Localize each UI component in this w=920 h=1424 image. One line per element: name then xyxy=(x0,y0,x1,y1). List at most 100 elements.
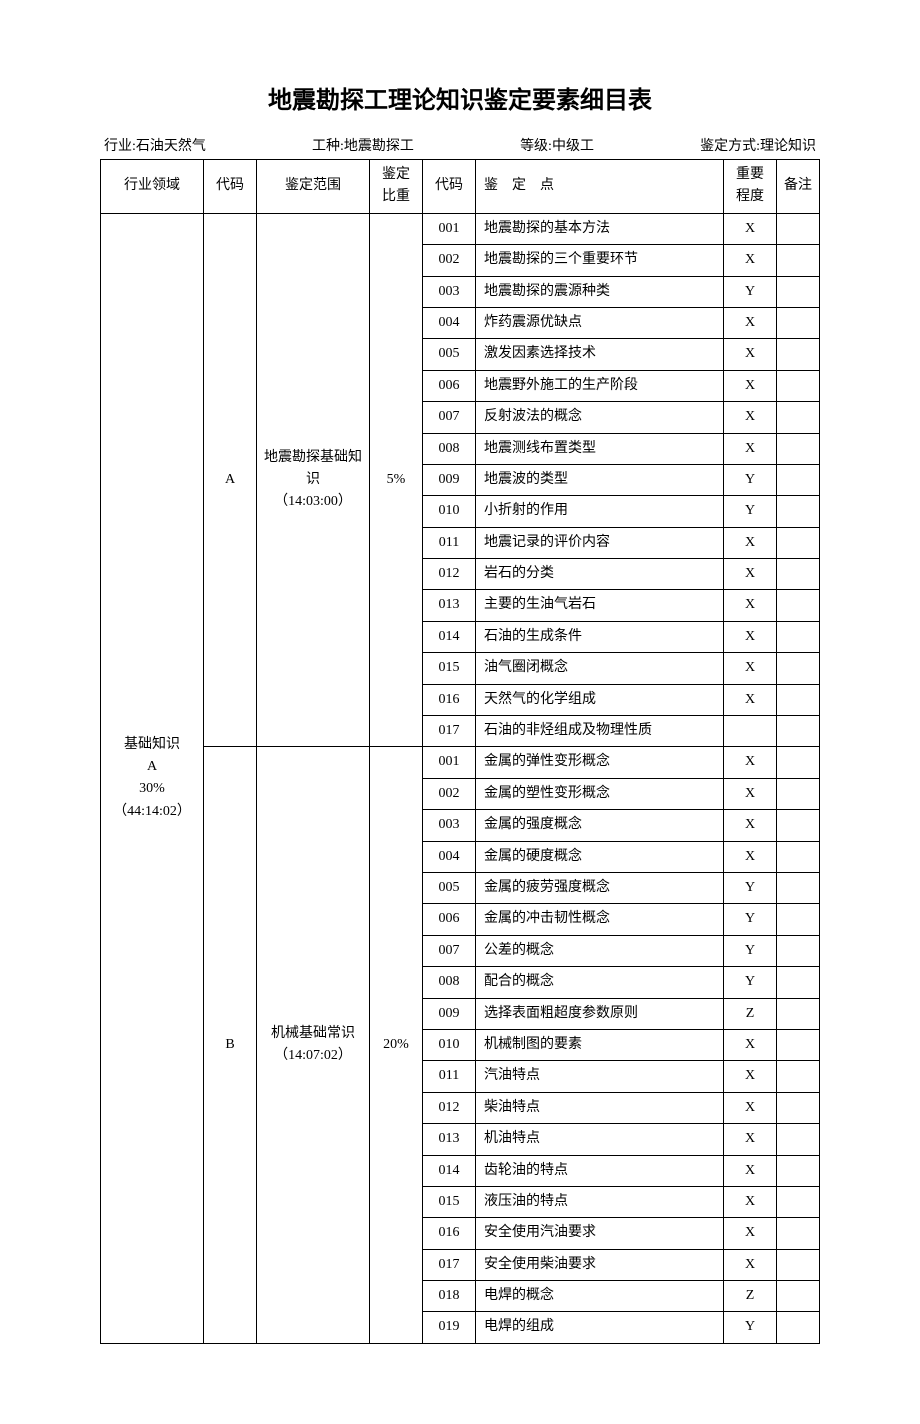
row-remark xyxy=(777,872,820,903)
row-level: X xyxy=(724,1124,777,1155)
row-remark xyxy=(777,810,820,841)
row-level: Z xyxy=(724,998,777,1029)
table-header-row: 行业领域 代码 鉴定范围 鉴定比重 代码 鉴 定 点 重要程度 备注 xyxy=(101,160,820,214)
row-level: Y xyxy=(724,967,777,998)
row-level: Y xyxy=(724,496,777,527)
row-remark xyxy=(777,213,820,244)
row-point: 金属的塑性变形概念 xyxy=(476,778,724,809)
row-remark xyxy=(777,402,820,433)
domain-line4: （44:14:02） xyxy=(107,801,197,823)
detail-table: 行业领域 代码 鉴定范围 鉴定比重 代码 鉴 定 点 重要程度 备注 基础知识A… xyxy=(100,159,820,1344)
row-level: Y xyxy=(724,276,777,307)
row-point: 机械制图的要素 xyxy=(476,1029,724,1060)
section-scope: 地震勘探基础知识（14:03:00） xyxy=(257,213,370,747)
row-remark xyxy=(777,527,820,558)
row-code: 005 xyxy=(423,339,476,370)
row-point: 安全使用汽油要求 xyxy=(476,1218,724,1249)
row-level: X xyxy=(724,810,777,841)
row-remark xyxy=(777,590,820,621)
row-point: 反射波法的概念 xyxy=(476,402,724,433)
row-point: 金属的硬度概念 xyxy=(476,841,724,872)
table-row: 基础知识A30%（44:14:02）A地震勘探基础知识（14:03:00）5%0… xyxy=(101,213,820,244)
row-remark xyxy=(777,307,820,338)
page-title: 地震勘探工理论知识鉴定要素细目表 xyxy=(100,80,820,115)
row-level xyxy=(724,716,777,747)
row-point: 岩石的分类 xyxy=(476,559,724,590)
domain-line3: 30% xyxy=(107,778,197,800)
section-scope: 机械基础常识（14:07:02） xyxy=(257,747,370,1343)
row-remark xyxy=(777,935,820,966)
row-remark xyxy=(777,464,820,495)
row-code: 016 xyxy=(423,1218,476,1249)
row-point: 油气圈闭概念 xyxy=(476,653,724,684)
row-code: 011 xyxy=(423,527,476,558)
row-point: 金属的冲击韧性概念 xyxy=(476,904,724,935)
row-code: 006 xyxy=(423,370,476,401)
row-remark xyxy=(777,1029,820,1060)
row-code: 009 xyxy=(423,464,476,495)
scope-line1: 地震勘探基础知识 xyxy=(263,447,363,492)
row-code: 017 xyxy=(423,1249,476,1280)
row-level: X xyxy=(724,559,777,590)
row-point: 金属的疲劳强度概念 xyxy=(476,872,724,903)
row-code: 006 xyxy=(423,904,476,935)
row-remark xyxy=(777,998,820,1029)
meta-mode: 鉴定方式:理论知识 xyxy=(700,135,816,155)
row-code: 002 xyxy=(423,778,476,809)
row-remark xyxy=(777,339,820,370)
row-code: 011 xyxy=(423,1061,476,1092)
row-code: 001 xyxy=(423,213,476,244)
header-scope: 鉴定范围 xyxy=(257,160,370,214)
section-weight: 5% xyxy=(370,213,423,747)
row-level: X xyxy=(724,213,777,244)
row-level: X xyxy=(724,339,777,370)
row-remark xyxy=(777,496,820,527)
section-code: B xyxy=(204,747,257,1343)
row-point: 主要的生油气岩石 xyxy=(476,590,724,621)
row-code: 007 xyxy=(423,402,476,433)
row-point: 金属的弹性变形概念 xyxy=(476,747,724,778)
section-code: A xyxy=(204,213,257,747)
row-level: X xyxy=(724,621,777,652)
row-remark xyxy=(777,841,820,872)
row-level: Y xyxy=(724,935,777,966)
header-remark: 备注 xyxy=(777,160,820,214)
row-point: 石油的非烃组成及物理性质 xyxy=(476,716,724,747)
row-remark xyxy=(777,1249,820,1280)
row-point: 安全使用柴油要求 xyxy=(476,1249,724,1280)
row-remark xyxy=(777,559,820,590)
row-level: X xyxy=(724,1029,777,1060)
row-point: 柴油特点 xyxy=(476,1092,724,1123)
row-level: X xyxy=(724,1061,777,1092)
row-point: 小折射的作用 xyxy=(476,496,724,527)
domain-line2: A xyxy=(107,756,197,778)
row-point: 电焊的组成 xyxy=(476,1312,724,1343)
row-remark xyxy=(777,1124,820,1155)
row-code: 017 xyxy=(423,716,476,747)
row-level: X xyxy=(724,245,777,276)
row-remark xyxy=(777,653,820,684)
row-point: 地震测线布置类型 xyxy=(476,433,724,464)
row-level: X xyxy=(724,590,777,621)
row-level: Y xyxy=(724,904,777,935)
domain-cell: 基础知识A30%（44:14:02） xyxy=(101,213,204,1343)
row-code: 005 xyxy=(423,872,476,903)
row-code: 014 xyxy=(423,621,476,652)
row-level: X xyxy=(724,1186,777,1217)
scope-line1: 机械基础常识 xyxy=(263,1023,363,1045)
row-code: 010 xyxy=(423,496,476,527)
row-code: 003 xyxy=(423,276,476,307)
row-point: 地震野外施工的生产阶段 xyxy=(476,370,724,401)
row-level: X xyxy=(724,841,777,872)
row-remark xyxy=(777,1092,820,1123)
row-point: 公差的概念 xyxy=(476,935,724,966)
header-code1: 代码 xyxy=(204,160,257,214)
row-point: 地震勘探的三个重要环节 xyxy=(476,245,724,276)
row-point: 激发因素选择技术 xyxy=(476,339,724,370)
row-point: 汽油特点 xyxy=(476,1061,724,1092)
row-code: 013 xyxy=(423,1124,476,1155)
row-remark xyxy=(777,967,820,998)
row-remark xyxy=(777,433,820,464)
row-point: 炸药震源优缺点 xyxy=(476,307,724,338)
row-code: 010 xyxy=(423,1029,476,1060)
